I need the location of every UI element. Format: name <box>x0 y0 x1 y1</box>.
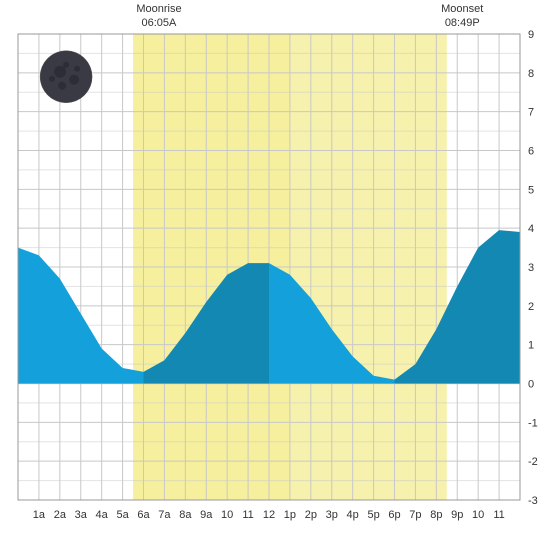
y-tick-label: -3 <box>528 495 538 507</box>
x-tick-label: 5p <box>367 509 379 521</box>
y-tick-label: 4 <box>528 223 534 235</box>
moonrise-time: 06:05A <box>124 16 194 30</box>
x-tick-label: 2p <box>305 509 317 521</box>
y-tick-label: 6 <box>528 146 534 158</box>
x-tick-label: 5a <box>116 509 129 521</box>
y-tick-label: 5 <box>528 184 534 196</box>
y-tick-label: -2 <box>528 456 538 468</box>
chart-svg: -3-2-101234567891a2a3a4a5a6a7a8a9a101112… <box>0 0 550 550</box>
y-tick-label: 0 <box>528 379 534 391</box>
x-tick-label: 4a <box>96 509 109 521</box>
x-tick-label: 10 <box>472 509 484 521</box>
y-tick-label: 7 <box>528 107 534 119</box>
x-tick-label: 8p <box>430 509 442 521</box>
x-tick-label: 7p <box>409 509 421 521</box>
moonset-title: Moonset <box>427 2 497 16</box>
moonset-time: 08:49P <box>427 16 497 30</box>
x-tick-label: 2a <box>54 509 67 521</box>
tide-chart-container: Moonrise 06:05A Moonset 08:49P -3-2-1012… <box>0 0 550 550</box>
y-tick-label: 9 <box>528 29 534 41</box>
x-tick-label: 9a <box>200 509 213 521</box>
x-tick-label: 12 <box>263 509 275 521</box>
x-tick-label: 1p <box>284 509 296 521</box>
x-tick-label: 8a <box>179 509 192 521</box>
x-tick-label: 4p <box>347 509 359 521</box>
x-tick-label: 10 <box>221 509 233 521</box>
moonrise-label: Moonrise 06:05A <box>124 2 194 31</box>
x-tick-label: 11 <box>493 509 504 521</box>
x-tick-label: 1a <box>33 509 46 521</box>
y-tick-label: 8 <box>528 68 534 80</box>
y-tick-label: 2 <box>528 301 534 313</box>
x-tick-label: 9p <box>451 509 463 521</box>
moonset-label: Moonset 08:49P <box>427 2 497 31</box>
moon-icon <box>40 51 92 103</box>
x-tick-label: 6a <box>137 509 150 521</box>
y-tick-label: 3 <box>528 262 534 274</box>
moonrise-title: Moonrise <box>124 2 194 16</box>
x-tick-label: 3a <box>75 509 88 521</box>
y-tick-label: -1 <box>528 417 538 429</box>
y-tick-label: 1 <box>528 340 534 352</box>
x-tick-label: 3p <box>326 509 338 521</box>
x-tick-label: 6p <box>388 509 400 521</box>
x-tick-label: 7a <box>158 509 171 521</box>
x-tick-label: 11 <box>242 509 253 521</box>
